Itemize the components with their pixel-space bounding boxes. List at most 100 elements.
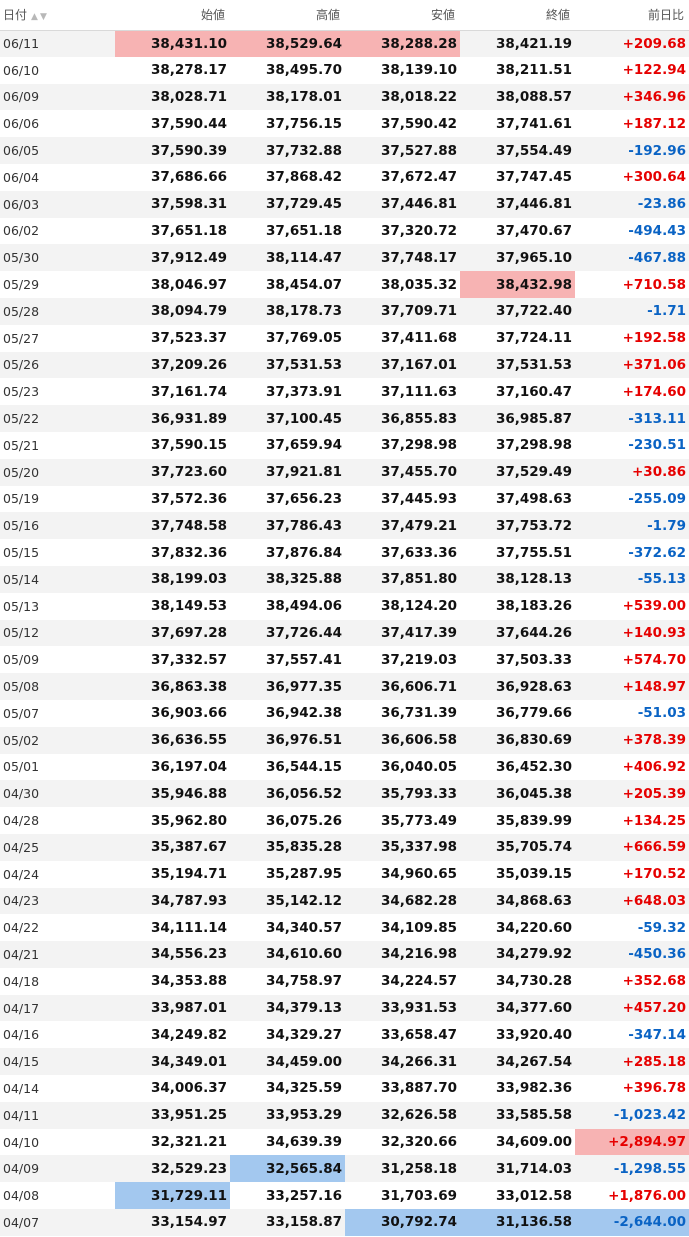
column-header-open[interactable]: 始値 — [115, 0, 230, 31]
cell-date: 06/04 — [0, 163, 115, 191]
sort-icons[interactable]: ▲▼ — [31, 12, 49, 22]
cell-low: 37,709.71 — [345, 297, 460, 325]
cell-change: -230.51 — [575, 431, 689, 459]
cell-low: 37,479.21 — [345, 512, 460, 540]
cell-high: 34,610.60 — [230, 941, 345, 968]
table-header: 日付 ▲▼ 始値 高値 安値 終値 前日比 — [0, 0, 689, 31]
cell-open: 38,046.97 — [115, 271, 230, 298]
cell-date: 05/14 — [0, 565, 115, 593]
cell-close: 31,136.58 — [460, 1209, 575, 1236]
cell-change: +648.03 — [575, 887, 689, 915]
cell-open: 34,787.93 — [115, 887, 230, 915]
cell-high: 37,373.91 — [230, 378, 345, 406]
cell-close: 37,965.10 — [460, 244, 575, 272]
table-row: 04/10 32,321.21 34,639.39 32,320.66 34,609.0… — [0, 1128, 689, 1156]
table-row: 05/21 37,590.15 37,659.94 37,298.98 37,298.9… — [0, 431, 689, 459]
table-row: 04/07 33,154.97 33,158.87 30,792.74 31,136.5… — [0, 1209, 689, 1236]
cell-date: 06/03 — [0, 190, 115, 218]
header-row: 日付 ▲▼ 始値 高値 安値 終値 前日比 — [0, 0, 689, 31]
cell-date: 05/07 — [0, 699, 115, 727]
cell-low: 36,855.83 — [345, 405, 460, 432]
cell-date: 05/23 — [0, 378, 115, 406]
table-row: 06/11 38,431.10 38,529.64 38,288.28 38,421.1… — [0, 30, 689, 57]
column-header-date-label: 日付 — [3, 8, 28, 23]
cell-close: 38,183.26 — [460, 592, 575, 620]
table-row: 05/23 37,161.74 37,373.91 37,111.63 37,160.4… — [0, 378, 689, 406]
cell-high: 36,942.38 — [230, 699, 345, 727]
table-row: 05/26 37,209.26 37,531.53 37,167.01 37,531.5… — [0, 351, 689, 379]
cell-low: 36,040.05 — [345, 753, 460, 781]
cell-open: 31,729.11 — [115, 1182, 230, 1210]
cell-low: 33,887.70 — [345, 1075, 460, 1102]
cell-open: 35,194.71 — [115, 860, 230, 888]
cell-open: 34,556.23 — [115, 941, 230, 968]
column-header-date[interactable]: 日付 ▲▼ — [0, 0, 115, 31]
cell-date: 04/07 — [0, 1209, 115, 1236]
cell-date: 05/09 — [0, 646, 115, 674]
column-header-low[interactable]: 安値 — [345, 0, 460, 31]
table-row: 05/08 36,863.38 36,977.35 36,606.71 36,928.6… — [0, 673, 689, 700]
cell-close: 37,755.51 — [460, 539, 575, 566]
cell-close: 36,830.69 — [460, 726, 575, 754]
cell-close: 37,160.47 — [460, 378, 575, 406]
cell-date: 04/10 — [0, 1128, 115, 1156]
table-row: 04/09 32,529.23 32,565.84 31,258.18 31,714.0… — [0, 1155, 689, 1183]
cell-open: 37,572.36 — [115, 485, 230, 513]
cell-close: 37,722.40 — [460, 297, 575, 325]
cell-change: -1.71 — [575, 297, 689, 325]
sort-ascending-icon[interactable]: ▲ — [31, 12, 40, 23]
column-header-high[interactable]: 高値 — [230, 0, 345, 31]
cell-close: 34,868.63 — [460, 887, 575, 915]
cell-low: 38,139.10 — [345, 56, 460, 84]
cell-high: 32,565.84 — [230, 1155, 345, 1183]
cell-high: 34,639.39 — [230, 1128, 345, 1156]
cell-open: 38,278.17 — [115, 56, 230, 84]
table-row: 05/14 38,199.03 38,325.88 37,851.80 38,128.1… — [0, 565, 689, 593]
table-row: 06/03 37,598.31 37,729.45 37,446.81 37,446.8… — [0, 190, 689, 218]
cell-change: -1,023.42 — [575, 1101, 689, 1129]
cell-close: 38,211.51 — [460, 56, 575, 84]
table-row: 05/12 37,697.28 37,726.44 37,417.39 37,644.2… — [0, 619, 689, 647]
column-header-close[interactable]: 終値 — [460, 0, 575, 31]
cell-open: 34,353.88 — [115, 967, 230, 995]
cell-low: 37,633.36 — [345, 539, 460, 566]
table-row: 05/13 38,149.53 38,494.06 38,124.20 38,183.2… — [0, 592, 689, 620]
table-row: 05/20 37,723.60 37,921.81 37,455.70 37,529.4… — [0, 458, 689, 486]
cell-date: 04/09 — [0, 1155, 115, 1183]
cell-open: 35,946.88 — [115, 780, 230, 808]
table-row: 04/08 31,729.11 33,257.16 31,703.69 33,012.5… — [0, 1182, 689, 1210]
cell-high: 37,868.42 — [230, 163, 345, 191]
cell-low: 37,445.93 — [345, 485, 460, 513]
cell-change: +406.92 — [575, 753, 689, 781]
cell-close: 37,529.49 — [460, 458, 575, 486]
table-row: 05/28 38,094.79 38,178.73 37,709.71 37,722.4… — [0, 297, 689, 325]
cell-open: 36,931.89 — [115, 405, 230, 432]
table-row: 04/18 34,353.88 34,758.97 34,224.57 34,730.2… — [0, 967, 689, 995]
table-row: 06/09 38,028.71 38,178.01 38,018.22 38,088.5… — [0, 83, 689, 111]
cell-change: +574.70 — [575, 646, 689, 674]
cell-change: -1,298.55 — [575, 1155, 689, 1183]
column-header-change[interactable]: 前日比 — [575, 0, 689, 31]
cell-high: 34,325.59 — [230, 1075, 345, 1102]
sort-descending-icon[interactable]: ▼ — [39, 12, 49, 23]
table-row: 04/11 33,951.25 33,953.29 32,626.58 33,585.5… — [0, 1101, 689, 1129]
cell-high: 37,726.44 — [230, 619, 345, 647]
cell-open: 37,598.31 — [115, 190, 230, 218]
cell-low: 31,703.69 — [345, 1182, 460, 1210]
cell-date: 04/15 — [0, 1048, 115, 1076]
cell-change: +2,894.97 — [575, 1128, 689, 1156]
cell-change: +539.00 — [575, 592, 689, 620]
cell-low: 38,035.32 — [345, 271, 460, 298]
table-row: 06/06 37,590.44 37,756.15 37,590.42 37,741.6… — [0, 110, 689, 138]
cell-high: 37,732.88 — [230, 137, 345, 164]
cell-open: 33,951.25 — [115, 1101, 230, 1129]
cell-high: 37,921.81 — [230, 458, 345, 486]
table-row: 05/15 37,832.36 37,876.84 37,633.36 37,755.5… — [0, 539, 689, 566]
cell-close: 38,432.98 — [460, 271, 575, 298]
cell-date: 04/14 — [0, 1075, 115, 1102]
cell-date: 05/21 — [0, 431, 115, 459]
table-row: 04/17 33,987.01 34,379.13 33,931.53 34,377.6… — [0, 994, 689, 1022]
cell-change: +352.68 — [575, 967, 689, 995]
cell-change: +205.39 — [575, 780, 689, 808]
